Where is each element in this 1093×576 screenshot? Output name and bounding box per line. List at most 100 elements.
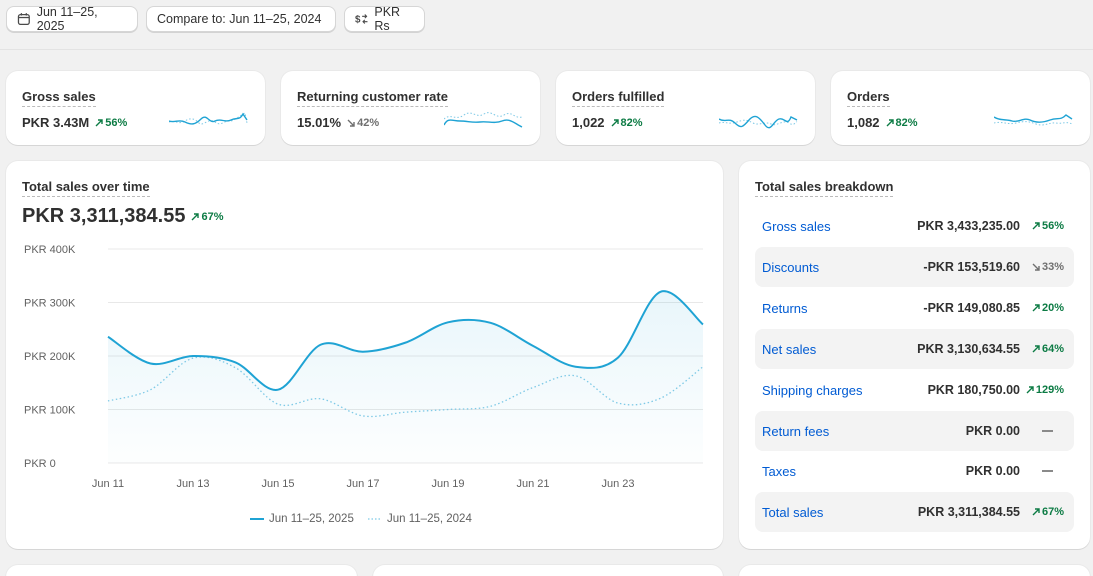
- arrow-up-right-icon: [1032, 345, 1040, 353]
- legend-item-comparison[interactable]: Jun 11–25, 2024: [368, 513, 472, 525]
- arrow-down-right-icon: [347, 119, 355, 127]
- arrow-up-right-icon: [611, 118, 619, 126]
- breakdown-label[interactable]: Return fees: [762, 423, 830, 439]
- next-report-card: [6, 565, 357, 576]
- breakdown-label[interactable]: Taxes: [762, 463, 796, 479]
- breakdown-change: 33%: [1032, 261, 1064, 273]
- currency-label: PKR Rs: [374, 5, 401, 33]
- y-tick-label: PKR 300K: [24, 298, 76, 310]
- breakdown-value: -PKR 153,519.60: [923, 260, 1020, 274]
- breakdown-title[interactable]: Total sales breakdown: [755, 179, 894, 197]
- legend-label: Jun 11–25, 2024: [387, 513, 472, 525]
- x-tick-label: Jun 23: [601, 478, 634, 490]
- y-tick-label: PKR 0: [24, 458, 56, 470]
- metric-value: 15.01% 42%: [297, 115, 379, 130]
- sales-line-chart[interactable]: PKR 0 PKR 100K PKR 200K PKR 300K PKR 400K Ju…: [6, 161, 723, 549]
- breakdown-value: PKR 0.00: [965, 464, 1020, 478]
- breakdown-change: 129%: [1026, 384, 1064, 396]
- metric-value-text: 1,082: [847, 115, 880, 130]
- date-range-button[interactable]: Jun 11–25, 2025: [6, 5, 138, 33]
- metric-title[interactable]: Orders: [847, 89, 890, 107]
- legend-solid-line-icon: [250, 518, 264, 520]
- calendar-icon: [17, 13, 30, 26]
- metric-value-text: 15.01%: [297, 115, 342, 130]
- compare-button[interactable]: Compare to: Jun 11–25, 2024: [146, 6, 336, 32]
- sparkline: [719, 115, 798, 129]
- breakdown-value: PKR 180,750.00: [927, 383, 1020, 397]
- breakdown-row-net-sales[interactable]: Net sales PKR 3,130,634.55 64%: [755, 329, 1074, 369]
- breakdown-change: 67%: [1032, 506, 1064, 518]
- x-tick-label: Jun 21: [516, 478, 549, 490]
- x-tick-label: Jun 15: [261, 478, 294, 490]
- breakdown-label[interactable]: Net sales: [762, 341, 817, 357]
- breakdown-value: PKR 3,311,384.55: [917, 505, 1020, 519]
- arrow-up-right-icon: [1026, 386, 1034, 394]
- sparkline: [444, 112, 523, 128]
- metric-value-text: PKR 3.43M: [22, 115, 90, 130]
- arrow-up-right-icon: [886, 118, 894, 126]
- series-area-fill: [108, 291, 703, 463]
- y-tick-label: PKR 400K: [24, 244, 76, 256]
- breakdown-value: -PKR 149,080.85: [923, 301, 1020, 315]
- compare-label: Compare to: Jun 11–25, 2024: [157, 12, 322, 26]
- metric-change: 82%: [886, 117, 918, 129]
- breakdown-change: 56%: [1032, 220, 1064, 232]
- metric-value-text: 1,022: [572, 115, 605, 130]
- breakdown-row-returns[interactable]: Returns -PKR 149,080.85 20%: [755, 288, 1074, 328]
- metric-change: 56%: [95, 117, 127, 129]
- breakdown-value: PKR 0.00: [965, 424, 1020, 438]
- metric-card-orders-fulfilled[interactable]: Orders fulfilled 1,022 82%: [556, 71, 815, 145]
- legend-item-current[interactable]: Jun 11–25, 2025: [250, 513, 354, 525]
- total-sales-change: 67%: [191, 211, 224, 223]
- metric-title[interactable]: Gross sales: [22, 89, 96, 107]
- legend-label: Jun 11–25, 2025: [269, 513, 354, 525]
- breakdown-value: PKR 3,130,634.55: [917, 342, 1020, 356]
- breakdown-row-return-fees[interactable]: Return fees PKR 0.00: [755, 411, 1074, 451]
- arrow-up-right-icon: [1032, 508, 1040, 516]
- breakdown-row-discounts[interactable]: Discounts -PKR 153,519.60 33%: [755, 247, 1074, 287]
- metric-value: 1,022 82%: [572, 115, 643, 130]
- no-change-dash-icon: [1042, 470, 1053, 472]
- currency-button[interactable]: $ PKR Rs: [344, 5, 425, 33]
- sales-breakdown-card: Total sales breakdown Gross sales PKR 3,…: [739, 161, 1090, 549]
- y-tick-label: PKR 100K: [24, 405, 76, 417]
- x-tick-label: Jun 13: [176, 478, 209, 490]
- y-tick-label: PKR 200K: [24, 351, 76, 363]
- metric-title[interactable]: Returning customer rate: [297, 89, 448, 107]
- metric-value: 1,082 82%: [847, 115, 918, 130]
- metric-value: PKR 3.43M 56%: [22, 115, 127, 130]
- breakdown-row-shipping-charges[interactable]: Shipping charges PKR 180,750.00 129%: [755, 370, 1074, 410]
- date-range-label: Jun 11–25, 2025: [36, 5, 98, 33]
- breakdown-label[interactable]: Shipping charges: [762, 382, 863, 398]
- metric-change: 82%: [611, 117, 643, 129]
- breakdown-value: PKR 3,433,235.00: [917, 219, 1020, 233]
- breakdown-row-total-sales[interactable]: Total sales PKR 3,311,384.55 67%: [755, 492, 1074, 532]
- x-tick-label: Jun 19: [431, 478, 464, 490]
- metric-card-returning-customer-rate[interactable]: Returning customer rate 15.01% 42%: [281, 71, 540, 145]
- arrow-up-right-icon: [95, 118, 103, 126]
- metric-title[interactable]: Orders fulfilled: [572, 89, 665, 107]
- breakdown-change: 20%: [1032, 302, 1064, 314]
- sparkline: [169, 112, 248, 125]
- breakdown-label[interactable]: Total sales: [762, 504, 824, 520]
- arrow-up-right-icon: [1032, 304, 1040, 312]
- series-line-current: [107, 290, 704, 391]
- metric-card-gross-sales[interactable]: Gross sales PKR 3.43M 56%: [6, 71, 265, 145]
- next-report-card: [739, 565, 1090, 576]
- sales-over-time-card: Total sales over time PKR 3,311,384.55 6…: [6, 161, 723, 549]
- x-tick-label: Jun 17: [346, 478, 379, 490]
- chart-title[interactable]: Total sales over time: [22, 179, 150, 197]
- metric-card-orders[interactable]: Orders 1,082 82%: [831, 71, 1090, 145]
- next-report-card: [373, 565, 723, 576]
- total-sales-text: PKR 3,311,384.55: [22, 205, 186, 227]
- breakdown-label[interactable]: Returns: [762, 300, 808, 316]
- svg-text:$: $: [355, 15, 361, 26]
- breakdown-row-gross-sales[interactable]: Gross sales PKR 3,433,235.00 56%: [755, 206, 1074, 246]
- legend-dotted-line-icon: [368, 518, 382, 520]
- breakdown-row-taxes[interactable]: Taxes PKR 0.00: [755, 451, 1074, 491]
- no-change-dash-icon: [1042, 430, 1053, 432]
- breakdown-label[interactable]: Gross sales: [762, 218, 831, 234]
- breakdown-label[interactable]: Discounts: [762, 259, 820, 275]
- total-sales-value: PKR 3,311,384.55 67%: [22, 205, 224, 228]
- x-tick-label: Jun 11: [92, 478, 124, 490]
